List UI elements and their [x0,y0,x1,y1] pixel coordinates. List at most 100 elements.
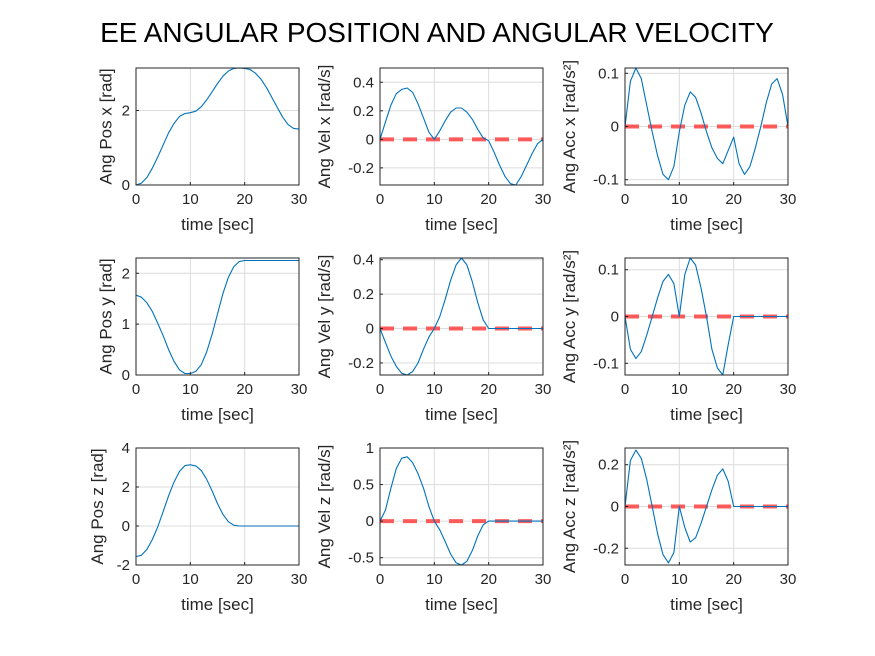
series-line [135,67,300,186]
y-tick-label: 0.2 [598,457,619,474]
y-axis-label: Ang Pos y [rad] [97,258,116,374]
y-tick-label: -0.2 [348,355,374,372]
x-tick-label: 20 [725,571,742,588]
x-tick-label: 0 [621,191,629,208]
plot-area [136,68,299,185]
x-tick-label: 20 [236,191,253,208]
axes-box [135,257,300,376]
x-tick-label: 30 [780,571,797,588]
x-axis-label: time [sec] [181,405,254,424]
y-tick-label: -0.2 [348,160,374,177]
x-tick-label: 30 [291,191,308,208]
y-tick-label: 0.4 [353,74,374,91]
y-tick-label: 0.1 [598,262,619,279]
series-line [135,259,299,375]
y-tick-label: 0 [366,513,374,530]
x-tick-label: 20 [480,191,497,208]
y-axis-label: Ang Vel y [rad/s] [315,255,334,379]
y-tick-label: 4 [122,440,130,457]
y-axis-label: Ang Acc z [rad/s²] [560,440,579,573]
x-tick-label: 0 [376,191,384,208]
x-tick-label: 20 [725,191,742,208]
x-tick-label: 10 [426,191,443,208]
y-tick-label: 0 [122,367,130,384]
y-tick-label: -2 [117,557,130,574]
x-tick-label: 10 [671,191,688,208]
x-tick-label: 20 [725,381,742,398]
y-tick-label: 2 [122,479,130,496]
y-tick-label: 0 [366,321,374,338]
y-tick-label: 0.5 [353,477,374,494]
y-axis-label: Ang Vel x [rad/s] [315,65,334,189]
y-tick-label: 0 [611,119,619,136]
series-line [624,67,789,181]
y-tick-label: -0.2 [593,540,619,557]
x-tick-label: 30 [535,381,552,398]
x-axis-label: time [sec] [670,405,743,424]
x-tick-label: 10 [182,191,199,208]
axes-box [379,257,544,376]
subplot-4: 0 10 20 30 0 1 2 time [sec] Ang Pos y [rad] [97,257,307,424]
y-tick-label: 0 [122,177,130,194]
subplot-1: 0 10 20 30 0 2 time [sec] Ang Pos x [rad] [97,67,308,234]
y-axis-label: Ang Acc y [rad/s²] [560,250,579,383]
x-axis-label: time [sec] [425,215,498,234]
x-axis-label: time [sec] [425,405,498,424]
x-axis-label: time [sec] [670,215,743,234]
x-tick-label: 0 [132,571,140,588]
x-tick-label: 30 [291,571,308,588]
axes-box [135,447,300,566]
y-tick-label: -0.1 [593,355,619,372]
y-tick-label: 0.1 [598,65,619,82]
x-tick-label: 20 [480,381,497,398]
x-tick-label: 30 [780,381,797,398]
plot-area [380,448,543,565]
x-axis-label: time [sec] [670,595,743,614]
x-tick-label: 30 [535,571,552,588]
y-tick-label: 0.2 [353,103,374,120]
y-tick-label: 1 [366,440,374,457]
y-axis-label: Ang Acc x [rad/s²] [560,60,579,193]
y-axis-label: Ang Pos x [rad] [97,68,116,184]
y-tick-label: 2 [122,265,130,282]
x-tick-label: 0 [132,191,140,208]
figure-title: EE ANGULAR POSITION AND ANGULAR VELOCITY [100,17,774,48]
y-tick-label: 0.4 [353,252,374,269]
x-axis-label: time [sec] [425,595,498,614]
x-tick-label: 0 [376,571,384,588]
y-tick-label: 0 [122,518,130,535]
axes-box [379,67,544,186]
plot-area [136,258,299,375]
y-tick-label: 0 [611,309,619,326]
x-tick-label: 0 [376,381,384,398]
x-axis-label: time [sec] [181,595,254,614]
y-axis-label: Ang Vel z [rad/s] [315,445,334,569]
x-tick-label: 10 [426,571,443,588]
x-tick-label: 0 [621,571,629,588]
x-tick-label: 10 [426,381,443,398]
y-tick-label: -0.5 [348,550,374,567]
y-tick-label: 0 [366,131,374,148]
y-tick-label: 0.2 [353,286,374,303]
x-tick-label: 10 [182,381,199,398]
plot-area [136,448,299,565]
axes-box [135,67,300,186]
y-tick-label: -0.1 [593,172,619,189]
x-tick-label: 20 [236,571,253,588]
x-tick-label: 0 [132,381,140,398]
series-line [624,257,788,376]
series-line [135,464,299,558]
series-line [624,449,788,564]
x-axis-label: time [sec] [181,215,254,234]
plot-area [380,258,543,375]
x-tick-label: 10 [671,381,688,398]
axes-box [379,447,544,566]
x-tick-label: 20 [480,571,497,588]
x-tick-label: 10 [671,571,688,588]
